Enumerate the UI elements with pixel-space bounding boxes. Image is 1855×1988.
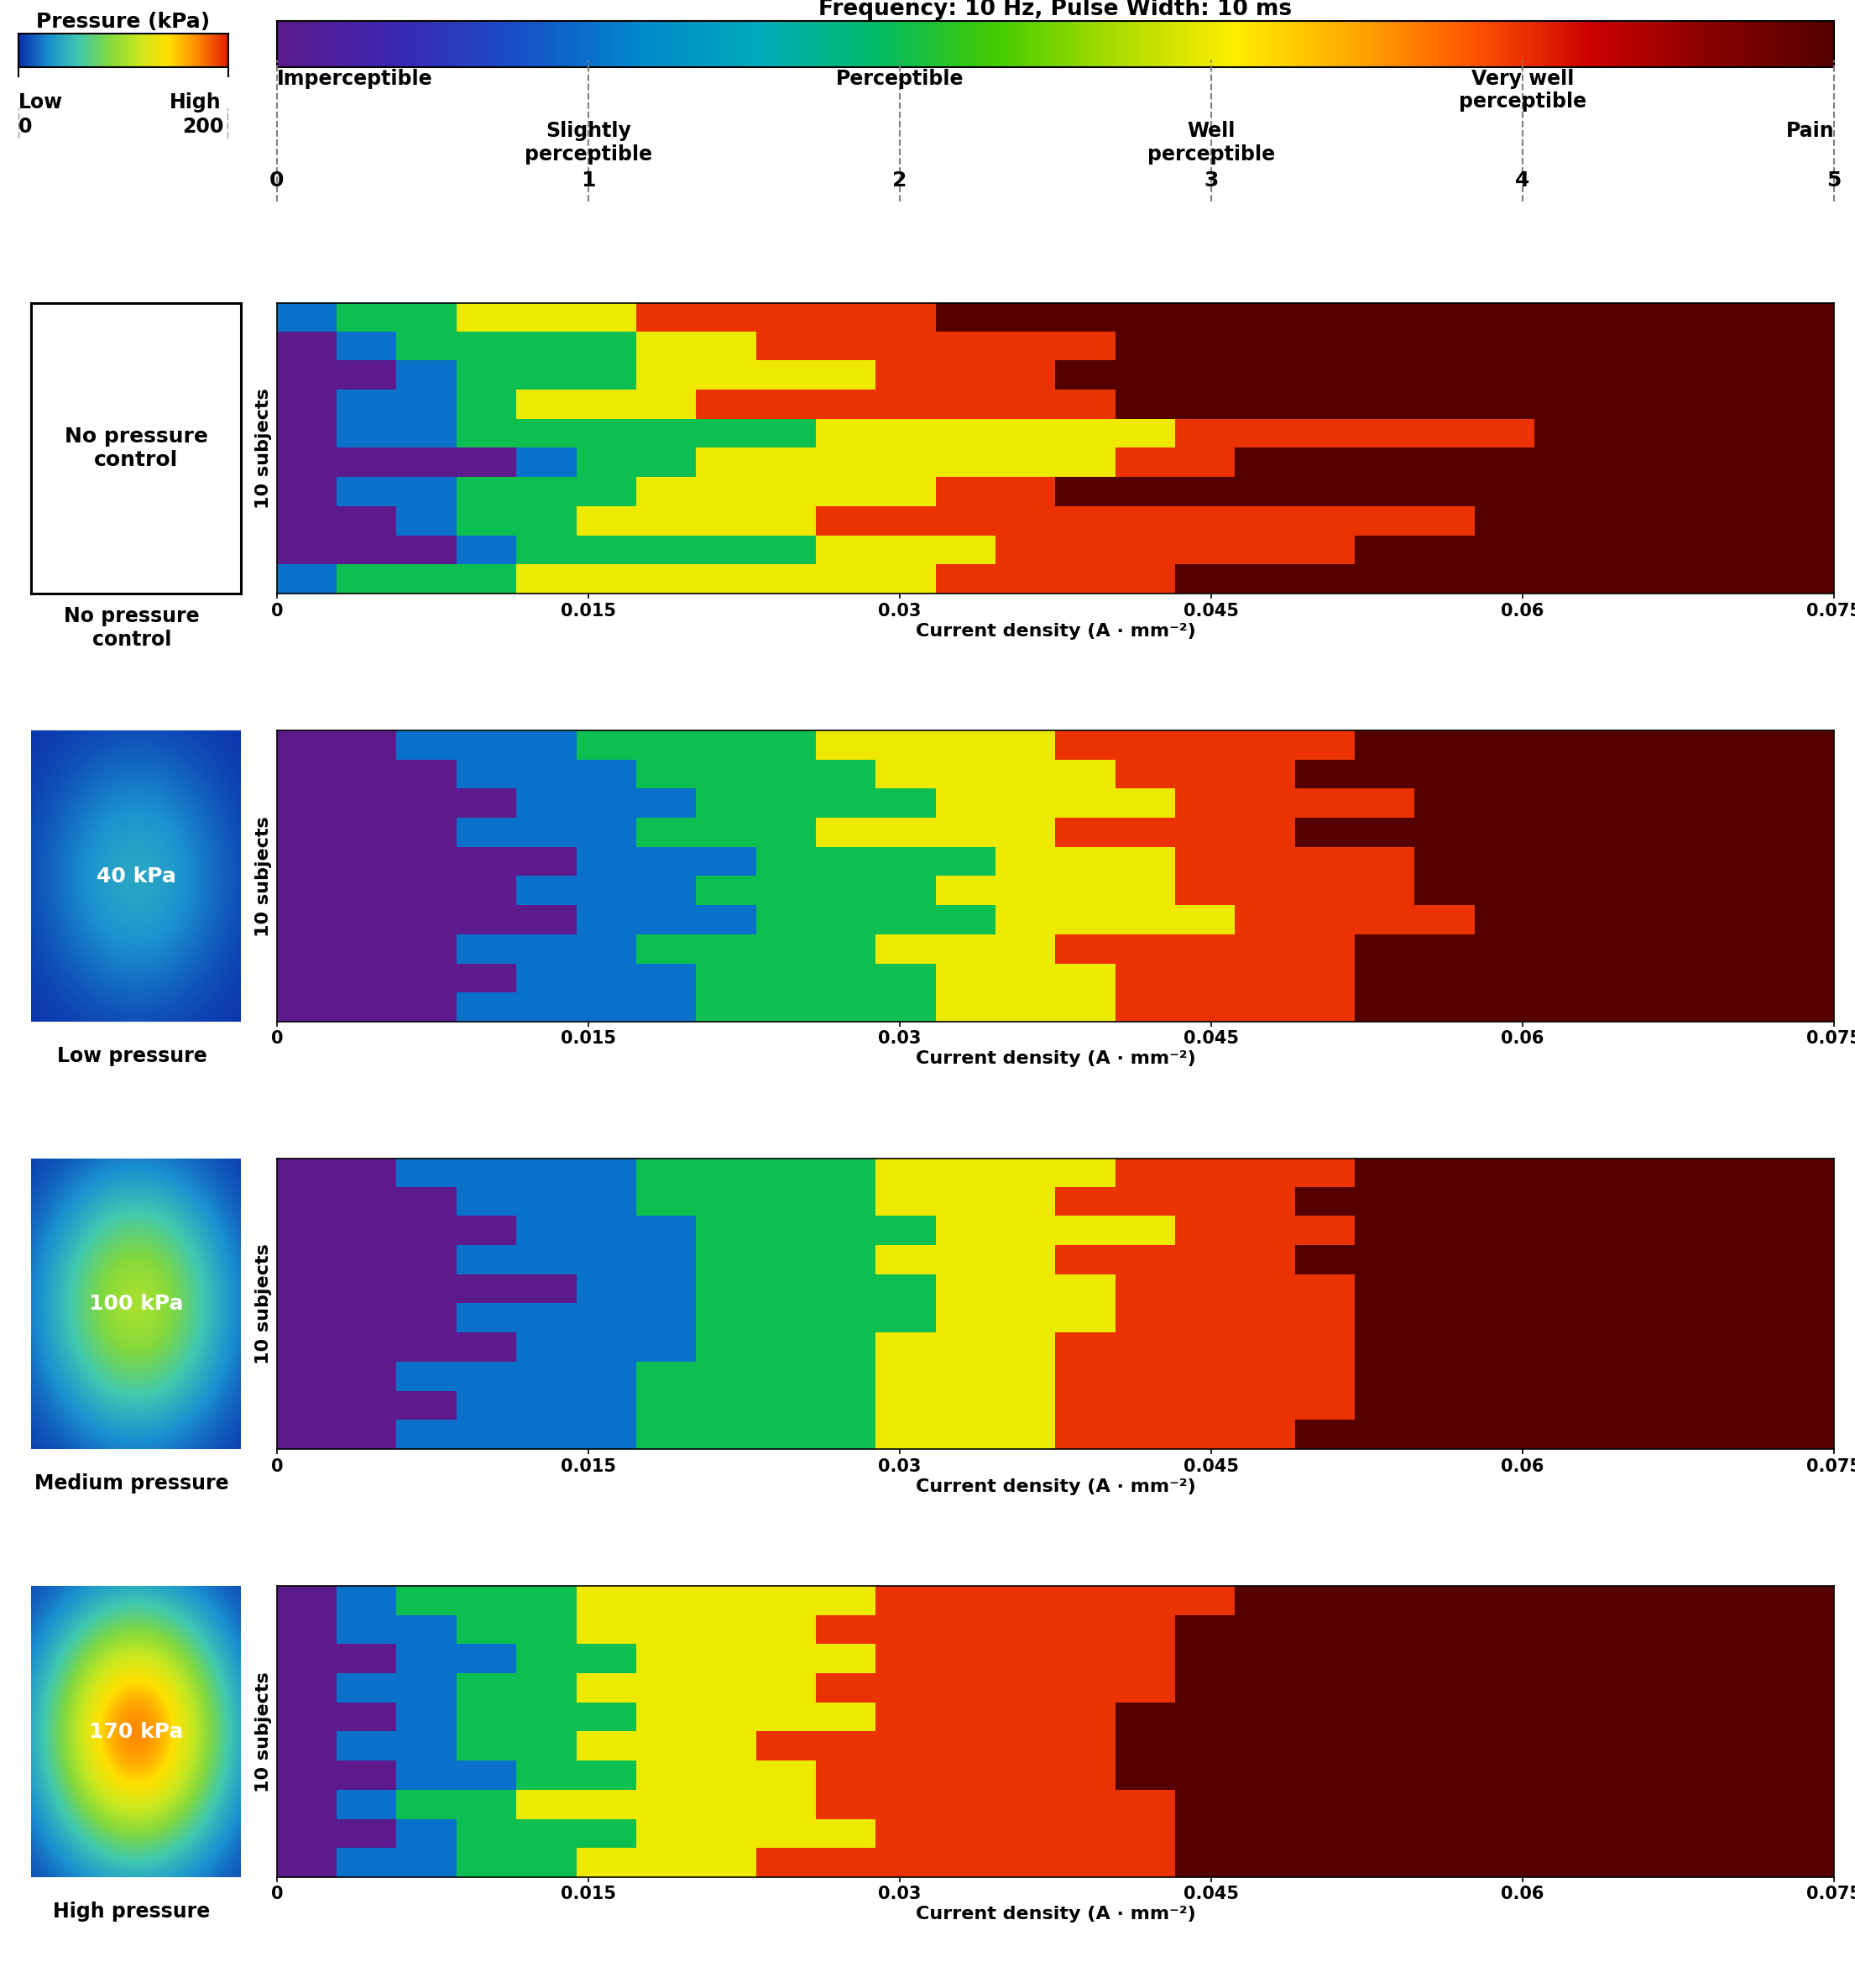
Text: 40 kPa: 40 kPa (96, 867, 176, 887)
Text: High pressure: High pressure (54, 1901, 210, 1920)
Text: 0: 0 (19, 117, 32, 137)
Text: Medium pressure: Medium pressure (35, 1473, 228, 1493)
Text: 100 kPa: 100 kPa (89, 1294, 184, 1314)
Text: 170 kPa: 170 kPa (89, 1722, 184, 1741)
Text: 4: 4 (1516, 171, 1530, 191)
Text: Well
perceptible: Well perceptible (1148, 121, 1274, 165)
Text: Low: Low (19, 91, 63, 111)
X-axis label: Current density (A · mm⁻²): Current density (A · mm⁻²) (915, 1479, 1196, 1495)
X-axis label: Current density (A · mm⁻²): Current density (A · mm⁻²) (915, 1052, 1196, 1068)
Text: Imperceptible: Imperceptible (276, 68, 432, 89)
Text: Low pressure: Low pressure (58, 1046, 206, 1066)
Text: 5: 5 (1827, 171, 1842, 191)
Y-axis label: 10 subjects: 10 subjects (256, 815, 273, 936)
Text: 1: 1 (581, 171, 595, 191)
X-axis label: Current density (A · mm⁻²): Current density (A · mm⁻²) (915, 1906, 1196, 1922)
Text: High: High (169, 91, 221, 111)
Text: Very well
perceptible: Very well perceptible (1458, 68, 1586, 111)
Text: Pain: Pain (1786, 121, 1835, 141)
Text: Slightly
perceptible: Slightly perceptible (525, 121, 653, 165)
Y-axis label: 10 subjects: 10 subjects (256, 388, 273, 509)
Text: Perceptible: Perceptible (837, 68, 965, 89)
Text: No pressure
control: No pressure control (63, 606, 200, 650)
X-axis label: Current density (A · mm⁻²): Current density (A · mm⁻²) (915, 622, 1196, 640)
Title: Frequency: 10 Hz, Pulse Width: 10 ms: Frequency: 10 Hz, Pulse Width: 10 ms (818, 0, 1293, 20)
Text: 2: 2 (892, 171, 907, 191)
Y-axis label: 10 subjects: 10 subjects (256, 1244, 273, 1364)
Title: Pressure (kPa): Pressure (kPa) (37, 12, 210, 32)
Text: 0: 0 (269, 171, 284, 191)
Text: 3: 3 (1204, 171, 1219, 191)
Y-axis label: 10 subjects: 10 subjects (256, 1672, 273, 1791)
Text: 200: 200 (182, 117, 224, 137)
Text: No pressure
control: No pressure control (65, 427, 208, 471)
